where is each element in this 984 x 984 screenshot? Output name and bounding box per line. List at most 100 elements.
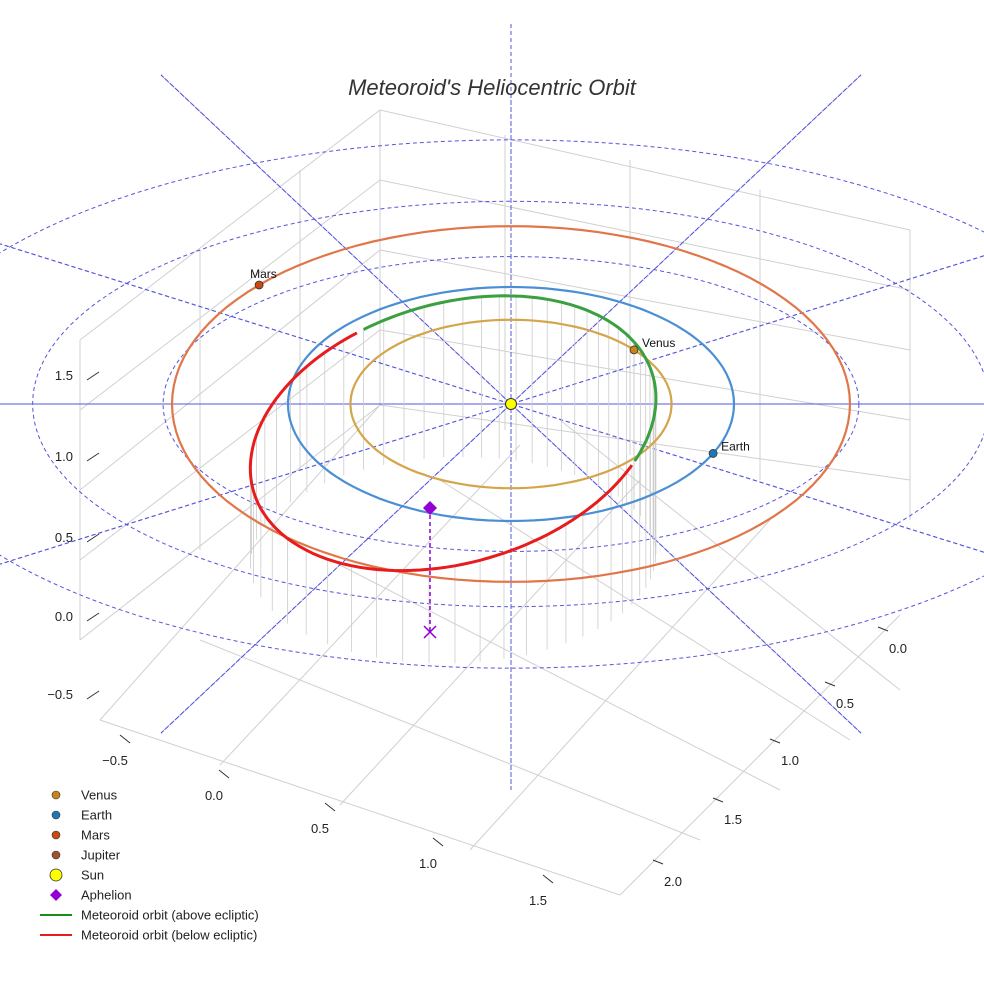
orbits-layer (170, 225, 852, 583)
grid-line-19 (199, 639, 701, 841)
legend-symbol-dot (51, 790, 61, 800)
grid-line-5 (79, 109, 381, 341)
planet-label-mars: Mars (250, 267, 277, 281)
z-tick-mark-1 (86, 612, 100, 622)
x-tick-mark-3 (432, 837, 444, 847)
legend-item-mars: Mars (51, 828, 110, 843)
y-tick-mark-2 (769, 738, 781, 744)
z-tick-mark-4 (86, 371, 100, 381)
grid-line-22 (559, 419, 901, 691)
grid-line-18 (99, 719, 621, 896)
z-tick-label-4: 1.5 (55, 368, 73, 383)
z-tick-label-3: 1.0 (55, 449, 73, 464)
x-tick-label-1: 0.0 (205, 788, 223, 803)
legend: Venus Earth Mars Jupiter Sun Aphelion Meteoroi… (40, 788, 259, 943)
planet-marker-mars (254, 280, 264, 290)
legend-symbol-diamond (50, 889, 62, 901)
grid-line-9 (79, 404, 381, 641)
planet-label-earth: Earth (721, 439, 750, 453)
grid-line-7 (79, 249, 381, 491)
x-tick-label-4: 1.5 (529, 893, 547, 908)
z-tick-mark-2 (86, 533, 100, 543)
z-tick-mark-0 (86, 690, 100, 700)
meteoroid-orbit-below-0 (248, 331, 634, 573)
grid-line-25 (339, 479, 641, 806)
legend-label: Meteoroid orbit (below ecliptic) (81, 928, 257, 943)
grid-line-0 (379, 109, 911, 231)
orbit-mars (170, 225, 852, 583)
x-tick-label-3: 1.0 (419, 856, 437, 871)
planet-label-venus: Venus (642, 336, 675, 350)
sun-marker (505, 398, 517, 410)
legend-label: Mars (81, 828, 110, 843)
grid-line-23 (99, 404, 381, 721)
legend-label: Sun (81, 868, 104, 883)
orbit-earth (286, 285, 736, 523)
y-tick-mark-3 (712, 797, 724, 803)
x-tick-mark-2 (324, 802, 336, 812)
legend-symbol-dot (51, 830, 61, 840)
z-tick-mark-3 (86, 452, 100, 462)
legend-symbol-big-dot (49, 868, 63, 882)
grid-line-20 (329, 559, 781, 791)
y-tick-label-2: 1.0 (781, 753, 799, 768)
legend-label: Earth (81, 808, 112, 823)
ecliptic-spoke-2 (160, 74, 862, 734)
grid-line-26 (469, 519, 771, 851)
legend-label: Jupiter (81, 848, 121, 863)
legend-item-jupiter: Jupiter (51, 848, 121, 863)
grid-layer (79, 109, 911, 896)
legend-item-meteoroid-orbit-below-ecliptic-: Meteoroid orbit (below ecliptic) (40, 928, 257, 943)
planet-marker-earth (708, 449, 718, 458)
ecliptic-spoke-11 (0, 243, 984, 553)
y-tick-mark-4 (652, 859, 664, 865)
planet-marker-venus (629, 345, 639, 355)
legend-label: Venus (81, 788, 118, 803)
y-tick-label-0: 0.0 (889, 641, 907, 656)
z-tick-label-1: 0.0 (55, 609, 73, 624)
x-tick-mark-0 (119, 734, 131, 744)
legend-symbol-dot (51, 850, 61, 860)
ecliptic-spoke-10 (160, 74, 862, 734)
legend-item-earth: Earth (51, 808, 112, 823)
x-tick-mark-4 (542, 874, 554, 884)
ecliptic-spoke-7 (0, 255, 984, 565)
axis-ticks-layer: −0.5 0.0 0.5 1.0 1.5 −0.5 0.0 0.5 1.0 1.5 0.0 0.5 1.… (47, 368, 907, 908)
markers-layer: Venus Earth Mars (250, 267, 750, 639)
x-tick-label-2: 0.5 (311, 821, 329, 836)
z-tick-label-0: −0.5 (47, 687, 73, 702)
ecliptic-spoke-8 (160, 74, 862, 734)
grid-line-24 (219, 444, 521, 766)
legend-symbol-dot (51, 810, 61, 820)
legend-label: Aphelion (81, 888, 132, 903)
grid-line-6 (79, 179, 381, 411)
y-tick-label-3: 1.5 (724, 812, 742, 827)
orbit-venus (349, 318, 673, 490)
y-tick-label-4: 2.0 (664, 874, 682, 889)
legend-label: Meteoroid orbit (above ecliptic) (81, 908, 259, 923)
grid-line-3 (379, 329, 911, 421)
y-tick-label-1: 0.5 (836, 696, 854, 711)
aphelion-projection-cross (423, 625, 437, 639)
x-tick-mark-1 (218, 769, 230, 779)
aphelion-marker (423, 501, 437, 515)
legend-item-sun: Sun (49, 868, 104, 883)
grid-line-27 (619, 614, 901, 896)
grid-line-8 (79, 329, 381, 561)
projection-stems-layer (250, 295, 657, 664)
legend-item-venus: Venus (51, 788, 118, 803)
meteoroid-orbit-above-1 (632, 340, 658, 462)
chart-title: Meteoroid's Heliocentric Orbit (348, 75, 637, 100)
x-tick-label-0: −0.5 (102, 753, 128, 768)
ecliptic-spoke-4 (160, 74, 862, 734)
legend-item-meteoroid-orbit-above-ecliptic-: Meteoroid orbit (above ecliptic) (40, 908, 259, 923)
meteoroid-orbit-above-0 (362, 294, 636, 343)
grid-line-21 (439, 479, 851, 741)
y-tick-mark-1 (824, 681, 836, 687)
y-tick-mark-0 (877, 626, 889, 632)
legend-item-aphelion: Aphelion (50, 888, 132, 903)
z-tick-label-2: 0.5 (55, 530, 73, 545)
grid-line-1 (379, 179, 911, 291)
